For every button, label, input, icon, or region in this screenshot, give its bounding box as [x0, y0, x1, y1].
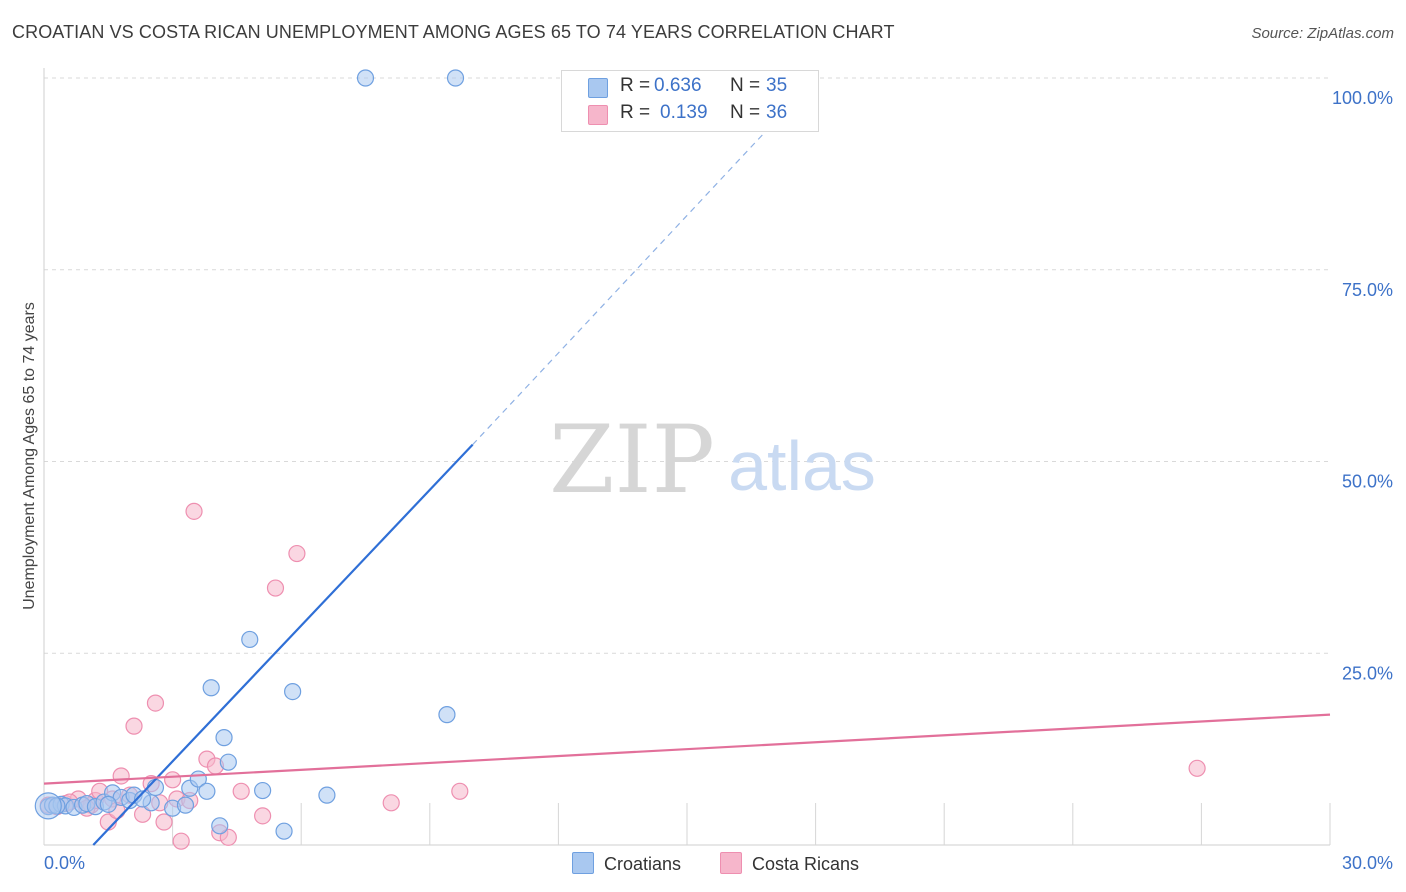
croatians-point [219, 753, 237, 771]
costa-ricans-point [125, 717, 143, 735]
legend-row-croatians: R = 0.636 N = 35 [562, 75, 818, 101]
watermark-zip: ZIP [549, 406, 715, 515]
costa-ricans-r-value: 0.139 [660, 102, 708, 123]
costa-ricans-point [172, 832, 190, 850]
costa-ricans-legend-label: Costa Ricans [752, 854, 860, 874]
legend-item-croatians[interactable]: Croatians [572, 852, 681, 875]
costa-ricans-point [288, 544, 306, 563]
croatians-point [146, 778, 165, 797]
gridlines [44, 77, 1330, 654]
croatians-point [254, 781, 272, 800]
watermark-atlas: atlas [728, 427, 876, 505]
legend-row-costa-ricans: R = 0.139 N = 36 [562, 102, 818, 128]
costa-ricans-point [219, 828, 237, 846]
x-tick-label-min: 0.0% [44, 853, 85, 873]
costa-ricans-swatch [588, 105, 608, 125]
tick-labels: 25.0% 50.0% 75.0% 100.0% 0.0% 30.0% [44, 88, 1393, 873]
costa-ricans-point [266, 579, 285, 597]
chart-title: CROATIAN VS COSTA RICAN UNEMPLOYMENT AMO… [12, 22, 895, 42]
costa-ricans-legend-swatch [720, 852, 742, 874]
croatians-point [202, 679, 220, 697]
croatians-point [241, 630, 259, 649]
costa-ricans-point [185, 502, 203, 520]
costa-ricans-point [112, 767, 130, 785]
costa-ricans-point [382, 794, 400, 812]
watermark: ZIP atlas [549, 406, 876, 515]
croatians-legend-label: Croatians [604, 854, 682, 874]
croatians-cluster-point [34, 792, 62, 820]
croatians-point [275, 822, 293, 840]
x-tick-label-max: 30.0% [1342, 853, 1393, 873]
legend-item-costa-ricans[interactable]: Costa Ricans [720, 852, 859, 875]
croatians-n-label: N = [730, 75, 761, 96]
croatians-point [99, 795, 117, 813]
croatians-point [198, 782, 216, 800]
croatians-point [284, 682, 302, 701]
costa-ricans-r-label: R = [620, 102, 651, 123]
y-tick-label-25: 25.0% [1342, 663, 1393, 683]
croatians-point [356, 69, 375, 87]
croatians-trend-extension [472, 77, 817, 446]
croatians-legend-swatch [572, 852, 594, 874]
croatians-r-label: R = [620, 75, 651, 96]
costa-ricans-n-label: N = [730, 102, 761, 123]
croatians-point [318, 786, 336, 804]
series-legend: Croatians Costa Ricans [0, 852, 1406, 878]
croatians-point [438, 706, 456, 724]
costa-ricans-point [232, 782, 250, 800]
croatians-points [34, 69, 465, 840]
source-label: Source: ZipAtlas.com [1251, 25, 1394, 42]
croatians-n-value: 35 [766, 75, 788, 96]
croatians-trend-line [92, 443, 474, 846]
costa-ricans-point [164, 771, 182, 789]
costa-ricans-point [1188, 759, 1206, 777]
costa-ricans-point [155, 813, 173, 831]
axes [43, 68, 1331, 846]
croatians-r-value: 0.636 [654, 75, 702, 96]
y-tick-label-75: 75.0% [1342, 280, 1393, 300]
y-tick-label-100: 100.0% [1332, 88, 1393, 108]
croatians-point [133, 790, 152, 808]
croatians-point [211, 817, 229, 835]
trend-lines [43, 77, 1331, 846]
correlation-legend: R = 0.636 N = 35 R = 0.139 N = 36 [561, 70, 819, 132]
costa-ricans-trend-line [43, 713, 1331, 785]
croatians-point [215, 729, 233, 747]
costa-ricans-point [146, 694, 165, 712]
croatians-point [446, 69, 465, 87]
costa-ricans-point [451, 782, 469, 800]
croatians-point [176, 796, 195, 814]
costa-ricans-points [39, 502, 1206, 850]
costa-ricans-point [254, 807, 272, 825]
costa-ricans-n-value: 36 [766, 102, 788, 123]
y-tick-label-50: 50.0% [1342, 472, 1393, 492]
croatians-swatch [588, 78, 608, 98]
